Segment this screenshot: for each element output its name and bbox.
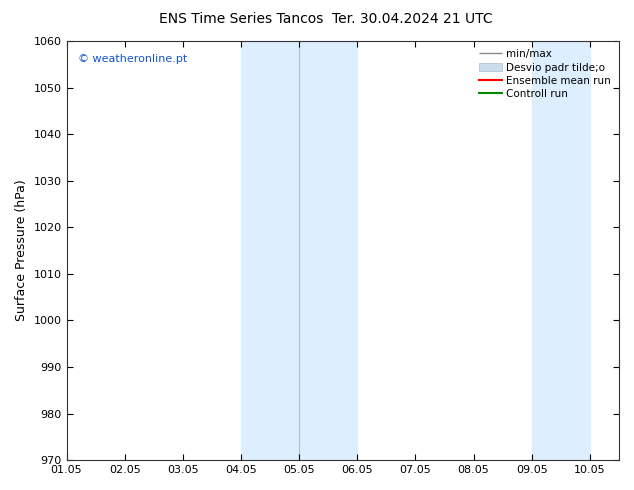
Text: ENS Time Series Tancos: ENS Time Series Tancos bbox=[158, 12, 323, 26]
Legend: min/max, Desvio padr tilde;o, Ensemble mean run, Controll run: min/max, Desvio padr tilde;o, Ensemble m… bbox=[476, 46, 614, 102]
Bar bbox=[241, 41, 299, 460]
Y-axis label: Surface Pressure (hPa): Surface Pressure (hPa) bbox=[15, 180, 28, 321]
Bar bbox=[299, 41, 358, 460]
Text: Ter. 30.04.2024 21 UTC: Ter. 30.04.2024 21 UTC bbox=[332, 12, 493, 26]
Text: © weatheronline.pt: © weatheronline.pt bbox=[77, 53, 187, 64]
Bar bbox=[532, 41, 590, 460]
